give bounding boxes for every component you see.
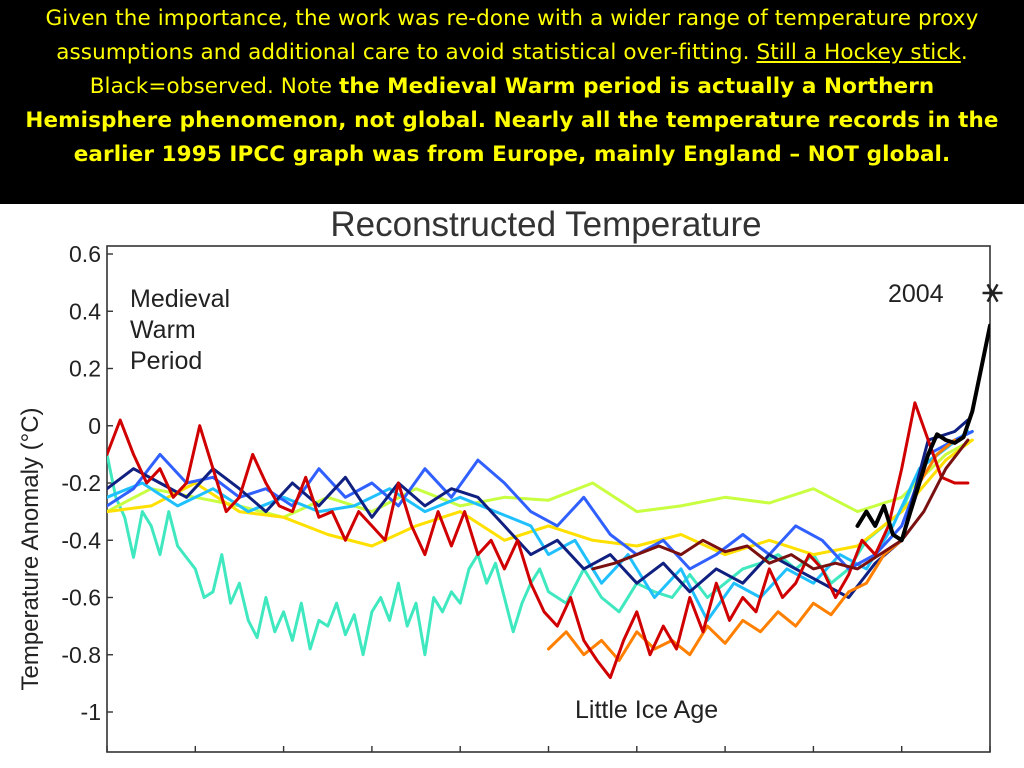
x-tick-label: 1100	[171, 763, 220, 768]
y-tick-label: -1	[81, 699, 101, 725]
caption-underlined-text: Still a Hockey stick	[756, 40, 961, 65]
y-tick-label: 0.6	[69, 241, 101, 267]
series-line-0	[107, 430, 974, 657]
annotation-medieval-line-2: Warm	[130, 316, 196, 344]
y-tick-label: -0.4	[61, 527, 101, 553]
chart-title: Reconstructed Temperature	[330, 205, 761, 244]
reconstructed-temperature-chart: Reconstructed Temperature Temperature An…	[17, 205, 1016, 768]
series-line-9	[855, 323, 990, 543]
x-tick-label: 1700	[700, 763, 751, 768]
annotation-2004: 2004	[888, 280, 944, 308]
slide-caption: Given the importance, the work was re-do…	[0, 0, 1024, 204]
y-tick-label: 0.4	[69, 298, 101, 324]
x-tick-label: 1800	[788, 763, 839, 768]
x-tick-label: 1400	[435, 763, 486, 768]
y-tick-label: -0.8	[61, 642, 101, 668]
x-tick-label: 1000	[81, 763, 132, 768]
annotation-medieval-line-3: Period	[130, 347, 202, 375]
series-line-7	[107, 401, 970, 680]
annotation-little-ice-age: Little Ice Age	[575, 696, 718, 724]
y-tick-label: 0	[88, 413, 101, 439]
annotation-medieval-line-1: Medieval	[130, 285, 230, 313]
series-line-5	[107, 418, 970, 599]
y-axis-label: Temperature Anomaly (°C)	[17, 407, 44, 690]
caption-bold-text: the Medieval Warm period is actually a N…	[25, 74, 999, 167]
series-line-8	[591, 438, 970, 571]
x-tick-label: 1200	[258, 763, 309, 768]
series-line-2	[107, 438, 974, 557]
x-tick-label: 1900	[876, 763, 927, 768]
y-tick-label: -0.2	[61, 470, 101, 496]
caption-text-1: Given the importance, the work was re-do…	[45, 6, 979, 65]
caption-text-2: . Black=observed. Note	[89, 40, 968, 99]
x-tick-label: 1300	[346, 763, 397, 768]
asterisk-stroke	[986, 283, 999, 303]
x-tick-label: 1500	[523, 763, 574, 768]
marker-2004-asterisk	[982, 283, 1003, 303]
x-tick-label: 2000	[964, 763, 1015, 768]
chart-panel: Reconstructed Temperature Temperature An…	[0, 204, 1024, 768]
y-tick-label: -0.6	[61, 585, 101, 611]
y-tick-label: 0.2	[69, 356, 101, 382]
series-line-4	[107, 430, 974, 571]
x-tick-label: 1600	[611, 763, 662, 768]
